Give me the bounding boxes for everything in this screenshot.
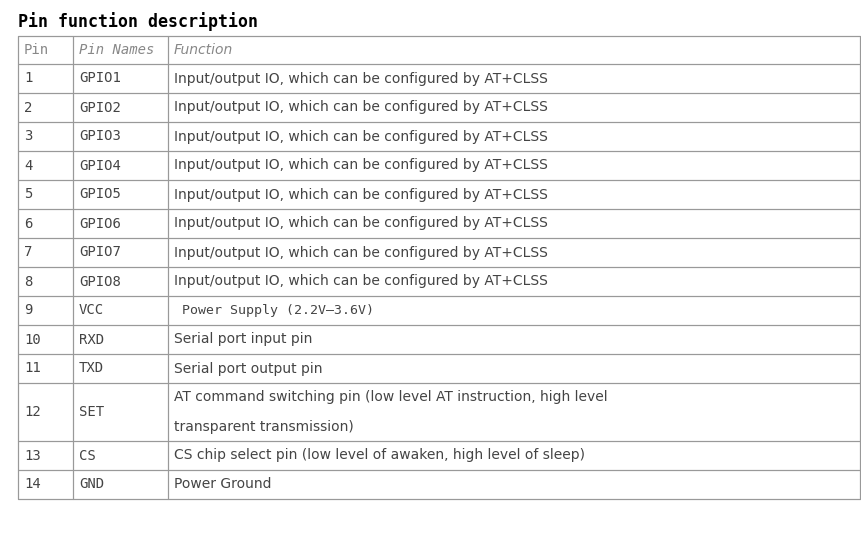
Text: Serial port output pin: Serial port output pin [174,362,322,376]
Text: GND: GND [79,478,104,492]
Text: 12: 12 [24,405,40,419]
Bar [168,180,859,209]
Text: 11: 11 [24,362,40,376]
Text: 14: 14 [24,478,40,492]
Bar [73,441,168,470]
Text: AT command switching pin (low level AT instruction, high level: AT command switching pin (low level AT i… [174,391,607,404]
Text: SET: SET [79,405,104,419]
Bar [168,64,859,93]
Bar [73,267,168,296]
Bar [18,441,73,470]
Bar [73,36,168,64]
Bar [18,267,73,296]
Bar [18,209,73,238]
Text: Input/output IO, which can be configured by AT+CLSS: Input/output IO, which can be configured… [174,274,548,288]
Text: GPIO2: GPIO2 [79,101,121,114]
Bar [18,93,73,122]
Text: CS: CS [79,448,96,462]
Text: CS chip select pin (low level of awaken, high level of sleep): CS chip select pin (low level of awaken,… [174,448,585,462]
Bar [73,93,168,122]
Bar [18,180,73,209]
Bar [18,64,73,93]
Bar [73,354,168,383]
Text: TXD: TXD [79,362,104,376]
Bar [73,64,168,93]
Bar [168,296,859,325]
Text: 9: 9 [24,303,33,317]
Text: Input/output IO, which can be configured by AT+CLSS: Input/output IO, which can be configured… [174,72,548,86]
Text: GPIO1: GPIO1 [79,72,121,86]
Text: Pin function description: Pin function description [18,12,257,31]
Text: 3: 3 [24,129,33,143]
Text: GPIO3: GPIO3 [79,129,121,143]
Text: Pin Names: Pin Names [79,43,154,57]
Text: transparent transmission): transparent transmission) [174,419,353,433]
Text: GPIO5: GPIO5 [79,187,121,202]
Text: GPIO7: GPIO7 [79,246,121,259]
Text: Function: Function [174,43,233,57]
Bar [168,238,859,267]
Bar [18,470,73,499]
Bar [73,325,168,354]
Text: Power Supply (2.2V–3.6V): Power Supply (2.2V–3.6V) [174,304,374,317]
Bar [73,296,168,325]
Bar [73,470,168,499]
Bar [18,36,73,64]
Text: 2: 2 [24,101,33,114]
Text: GPIO6: GPIO6 [79,217,121,231]
Text: 7: 7 [24,246,33,259]
Bar [168,354,859,383]
Text: Input/output IO, which can be configured by AT+CLSS: Input/output IO, which can be configured… [174,217,548,231]
Text: Serial port input pin: Serial port input pin [174,332,312,347]
Text: Input/output IO, which can be configured by AT+CLSS: Input/output IO, which can be configured… [174,158,548,172]
Bar [18,325,73,354]
Bar [73,238,168,267]
Bar [168,470,859,499]
Text: GPIO4: GPIO4 [79,158,121,172]
Bar [73,122,168,151]
Text: 6: 6 [24,217,33,231]
Text: Power Ground: Power Ground [174,478,271,492]
Text: Input/output IO, which can be configured by AT+CLSS: Input/output IO, which can be configured… [174,187,548,202]
Bar [168,209,859,238]
Bar [18,354,73,383]
Bar [168,325,859,354]
Bar [168,122,859,151]
Text: 8: 8 [24,274,33,288]
Text: 1: 1 [24,72,33,86]
Bar [73,180,168,209]
Text: 5: 5 [24,187,33,202]
Text: Pin: Pin [24,43,49,57]
Bar [18,36,859,499]
Text: Input/output IO, which can be configured by AT+CLSS: Input/output IO, which can be configured… [174,101,548,114]
Bar [73,209,168,238]
Bar [18,296,73,325]
Bar [168,36,859,64]
Text: RXD: RXD [79,332,104,347]
Bar [168,151,859,180]
Bar [168,383,859,441]
Bar [73,383,168,441]
Bar [18,383,73,441]
Bar [18,238,73,267]
Bar [168,267,859,296]
Bar [168,441,859,470]
Bar [18,151,73,180]
Bar [18,122,73,151]
Text: Input/output IO, which can be configured by AT+CLSS: Input/output IO, which can be configured… [174,246,548,259]
Text: 10: 10 [24,332,40,347]
Text: 4: 4 [24,158,33,172]
Bar [168,93,859,122]
Text: 13: 13 [24,448,40,462]
Bar [73,151,168,180]
Text: GPIO8: GPIO8 [79,274,121,288]
Text: VCC: VCC [79,303,104,317]
Text: Input/output IO, which can be configured by AT+CLSS: Input/output IO, which can be configured… [174,129,548,143]
